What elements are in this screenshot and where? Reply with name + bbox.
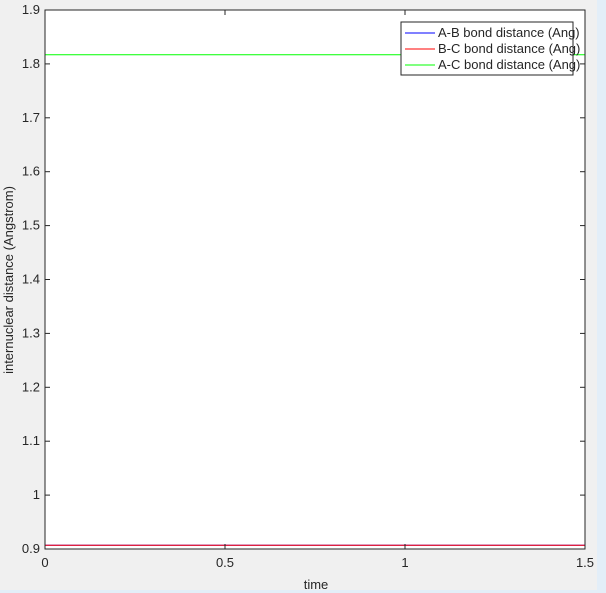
window-edge (597, 0, 606, 593)
y-tick-label: 1.5 (22, 218, 40, 233)
y-axis-label: internuclear distance (Angstrom) (1, 186, 16, 374)
y-tick-label: 1.1 (22, 433, 40, 448)
plot-area (45, 10, 585, 549)
legend: A-B bond distance (Ang)B-C bond distance… (400, 21, 580, 76)
x-tick-label: 1.5 (576, 555, 594, 570)
x-tick-label: 0 (41, 555, 48, 570)
y-tick-label: 1.3 (22, 325, 40, 340)
legend-entry: A-C bond distance (Ang) (438, 57, 580, 72)
x-tick-label: 0.5 (216, 555, 234, 570)
y-tick-label: 1.2 (22, 379, 40, 394)
y-tick-label: 1.9 (22, 2, 40, 17)
x-axis-label: time (304, 577, 329, 592)
legend-entry: B-C bond distance (Ang) (438, 41, 580, 56)
window-edge-bottom (0, 590, 606, 593)
x-tick-label: 1 (401, 555, 408, 570)
y-tick-label: 1 (33, 487, 40, 502)
y-tick-label: 1.8 (22, 56, 40, 71)
y-tick-label: 0.9 (22, 541, 40, 556)
y-tick-label: 1.7 (22, 110, 40, 125)
legend-entry: A-B bond distance (Ang) (438, 25, 580, 40)
y-tick-label: 1.4 (22, 272, 40, 287)
y-tick-label: 1.6 (22, 164, 40, 179)
